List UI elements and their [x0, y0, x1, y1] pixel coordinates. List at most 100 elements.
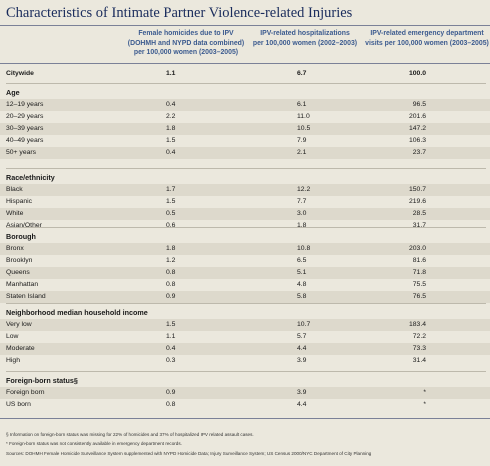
table-row: Very low 1.5 10.7 183.4	[0, 319, 490, 331]
hospitalization-value: 4.8	[297, 281, 307, 288]
ed-visit-value: 76.5	[412, 293, 426, 300]
homicide-value: 0.9	[166, 389, 176, 396]
ed-visit-value: 201.6	[408, 113, 426, 120]
homicide-value: 1.8	[166, 125, 176, 132]
column-header-line: Female homicides due to IPV	[138, 30, 234, 37]
row-label: 20–29 years	[6, 113, 44, 120]
homicide-value: 0.8	[166, 401, 176, 408]
hospitalization-value: 4.4	[297, 345, 307, 352]
row-label: Hispanic	[6, 198, 33, 205]
hospitalization-value: 6.7	[297, 70, 307, 77]
homicide-value: 1.5	[166, 321, 176, 328]
column-header-line: IPV-related hospitalizations	[260, 30, 350, 37]
hospitalization-value: 10.5	[297, 125, 311, 132]
ed-visit-value: 73.3	[412, 345, 426, 352]
row-label: Bronx	[6, 245, 24, 252]
homicide-value: 0.6	[166, 222, 176, 229]
ed-visit-value: 147.2	[408, 125, 426, 132]
section-heading: Foreign-born status§	[6, 376, 78, 385]
top-rule	[0, 25, 490, 26]
homicide-value: 1.2	[166, 257, 176, 264]
ed-visit-value: 150.7	[408, 186, 426, 193]
hospitalization-value: 7.7	[297, 198, 307, 205]
ed-visit-value: 31.7	[412, 222, 426, 229]
row-label: Manhattan	[6, 281, 39, 288]
hospitalization-value: 1.8	[297, 222, 307, 229]
row-label: Black	[6, 186, 23, 193]
hospitalization-value: 2.1	[297, 149, 307, 156]
table-row: 40–49 years 1.5 7.9 106.3	[0, 135, 490, 147]
footnote-foreign-born: § Information on foreign-born status was…	[6, 432, 254, 437]
homicide-value: 1.5	[166, 137, 176, 144]
hospitalization-value: 7.9	[297, 137, 307, 144]
figure-title: Characteristics of Intimate Partner Viol…	[6, 5, 353, 21]
column-header-line: per 100,000 women (2002–2003)	[252, 39, 358, 47]
homicide-value: 0.3	[166, 357, 176, 364]
hospitalization-value: 10.7	[297, 321, 311, 328]
homicide-value: 1.1	[166, 333, 176, 340]
column-header-homicides: Female homicides due to IPV (DOHMH and N…	[102, 29, 270, 58]
table-row: Foreign born 0.9 3.9 *	[0, 387, 490, 399]
table-row: Bronx 1.8 10.8 203.0	[0, 243, 490, 255]
hospitalization-value: 3.9	[297, 389, 307, 396]
row-label: US born	[6, 401, 31, 408]
ed-visit-value: 28.5	[412, 210, 426, 217]
row-label: Foreign born	[6, 389, 45, 396]
header-rule	[0, 63, 490, 64]
hospitalization-value: 5.8	[297, 293, 307, 300]
ed-visit-value: 81.6	[412, 257, 426, 264]
homicide-value: 1.8	[166, 245, 176, 252]
row-label: White	[6, 210, 24, 217]
section-heading: Borough	[6, 232, 36, 241]
ed-visit-value: 219.6	[408, 198, 426, 205]
row-label: Low	[6, 333, 19, 340]
column-header-line: IPV-related emergency department	[370, 30, 484, 37]
column-header-line: visits per 100,000 women (2003–2005)	[365, 39, 489, 47]
hospitalization-value: 6.1	[297, 101, 307, 108]
ed-visit-value: 71.8	[412, 269, 426, 276]
table-row: Manhattan 0.8 4.8 75.5	[0, 279, 490, 291]
ed-visit-value: 31.4	[412, 357, 426, 364]
hospitalization-value: 6.5	[297, 257, 307, 264]
footnote-ed-records: * Foreign-born status was not consistent…	[6, 441, 182, 446]
ed-visit-value: 100.0	[408, 70, 426, 77]
table-row: Hispanic 1.5 7.7 219.6	[0, 196, 490, 208]
hospitalization-value: 3.9	[297, 357, 307, 364]
ed-visit-value: 183.4	[408, 321, 426, 328]
homicide-value: 1.5	[166, 198, 176, 205]
table-row: Moderate 0.4 4.4 73.3	[0, 343, 490, 355]
hospitalization-value: 10.8	[297, 245, 311, 252]
section-separator	[6, 168, 486, 169]
section-heading: Age	[6, 88, 20, 97]
row-label: High	[6, 357, 20, 364]
homicide-value: 1.7	[166, 186, 176, 193]
row-label: Moderate	[6, 345, 35, 352]
table-row: Black 1.7 12.2 150.7	[0, 184, 490, 196]
section-separator	[6, 303, 486, 304]
row-label: Queens	[6, 269, 30, 276]
hospitalization-value: 12.2	[297, 186, 311, 193]
hospitalization-value: 3.0	[297, 210, 307, 217]
homicide-value: 1.1	[166, 70, 176, 77]
ed-visit-value: *	[423, 401, 426, 408]
column-header-hospitalizations: IPV-related hospitalizations per 100,000…	[230, 29, 380, 48]
homicide-value: 0.4	[166, 345, 176, 352]
homicide-value: 0.8	[166, 269, 176, 276]
ed-visit-value: 72.2	[412, 333, 426, 340]
section-heading: Neighborhood median household income	[6, 308, 148, 317]
ed-visit-value: 203.0	[408, 245, 426, 252]
row-label: 50+ years	[6, 149, 37, 156]
homicide-value: 0.9	[166, 293, 176, 300]
table-row: Queens 0.8 5.1 71.8	[0, 267, 490, 279]
homicide-value: 0.8	[166, 281, 176, 288]
row-label: Brooklyn	[6, 257, 33, 264]
table-row: 50+ years 0.4 2.1 23.7	[0, 147, 490, 159]
hospitalization-value: 5.1	[297, 269, 307, 276]
hospitalization-value: 4.4	[297, 401, 307, 408]
homicide-value: 2.2	[166, 113, 176, 120]
row-label: Asian/Other	[6, 222, 42, 229]
table-row: 12–19 years 0.4 6.1 96.5	[0, 99, 490, 111]
ed-visit-value: *	[423, 389, 426, 396]
table-row: 20–29 years 2.2 11.0 201.6	[0, 111, 490, 123]
homicide-value: 0.4	[166, 101, 176, 108]
